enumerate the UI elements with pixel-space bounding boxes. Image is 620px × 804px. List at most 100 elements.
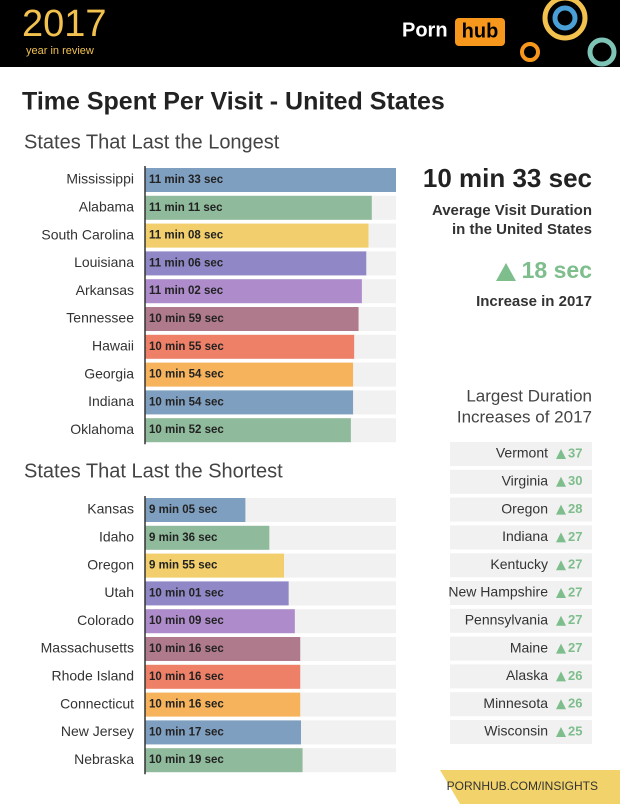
list-state: Oregon (501, 500, 548, 516)
bar (145, 748, 303, 773)
change: 18 sec (522, 257, 593, 283)
category-label: Colorado (77, 612, 134, 628)
category-label: Alabama (79, 199, 134, 215)
list-value: 27 (568, 640, 582, 655)
category-label: Mississippi (66, 171, 134, 187)
headline: 10 min 33 sec (423, 163, 592, 193)
up-arrow (556, 615, 566, 626)
value-label: 10 min 16 sec (149, 671, 224, 683)
tagline: year in review (26, 45, 94, 57)
value-label: 9 min 36 sec (149, 532, 218, 544)
list-state: Indiana (502, 528, 548, 544)
list-row (450, 497, 592, 522)
category-label: Idaho (99, 529, 134, 545)
list-state: Alaska (506, 667, 548, 683)
list-value: 27 (568, 557, 582, 572)
up-arrow (556, 671, 566, 682)
bar (145, 418, 351, 443)
list-title: Increases of 2017 (457, 407, 592, 426)
category-label: South Carolina (41, 226, 134, 242)
category-label: Georgia (84, 365, 134, 381)
up-arrow (556, 699, 566, 710)
up-arrow (556, 504, 566, 515)
list-state: New Hampshire (448, 584, 548, 600)
list-state: Maine (510, 639, 548, 655)
list-value: 27 (568, 612, 582, 627)
chart-title: States That Last the Shortest (24, 460, 283, 482)
bar (145, 664, 301, 689)
page-title: Time Spent Per Visit - United States (22, 88, 445, 116)
up-arrow (556, 588, 566, 598)
list-row (450, 553, 592, 578)
value-label: 10 min 16 sec (149, 643, 224, 655)
category-label: Louisiana (74, 254, 134, 270)
bar (145, 581, 289, 606)
list-state: Vermont (496, 445, 548, 461)
value-label: 11 min 11 sec (149, 202, 223, 214)
value-label: 10 min 54 sec (149, 396, 224, 408)
bar (145, 390, 354, 415)
list-row (450, 525, 592, 550)
category-label: Arkansas (76, 282, 134, 298)
list-row (450, 469, 592, 494)
value-label: 10 min 01 sec (149, 587, 224, 599)
bar (145, 279, 362, 304)
bar (145, 334, 355, 359)
bar (145, 223, 369, 248)
up-arrow (556, 727, 566, 737)
value-label: 10 min 59 sec (149, 313, 224, 325)
category-label: Connecticut (60, 695, 134, 711)
bar (145, 498, 246, 522)
category-label: Tennessee (66, 310, 134, 326)
value-label: 10 min 19 sec (149, 754, 224, 766)
bar (145, 692, 301, 717)
up-arrow (496, 263, 516, 281)
value-label: 11 min 06 sec (149, 257, 224, 269)
value-label: 11 min 33 sec (149, 174, 224, 186)
value-label: 10 min 55 sec (149, 341, 224, 353)
list-value: 27 (568, 584, 582, 599)
year: 2017 (22, 3, 107, 45)
list-row (450, 720, 592, 744)
list-state: Pennsylvania (465, 612, 548, 628)
bar (145, 609, 295, 634)
up-arrow (556, 476, 566, 487)
up-arrow (556, 449, 566, 459)
header-bar (0, 0, 620, 67)
logo-left: Porn (402, 19, 448, 41)
decor (520, 0, 617, 67)
bar (145, 720, 302, 745)
category-label: New Jersey (61, 723, 134, 739)
value-label: 9 min 55 sec (149, 560, 218, 572)
value-label: 10 min 17 sec (149, 726, 224, 738)
bar (145, 525, 270, 550)
caption: Average Visit Duration (432, 202, 592, 219)
list-state: Wisconsin (484, 723, 548, 739)
bar (145, 362, 354, 387)
list-state: Minnesota (483, 695, 548, 711)
value-label: 9 min 05 sec (149, 504, 218, 516)
list-value: 27 (568, 529, 582, 544)
list-value: 26 (568, 696, 582, 711)
bar (145, 307, 359, 331)
value-label: 10 min 16 sec (149, 699, 224, 711)
chart-title: States That Last the Longest (24, 131, 280, 153)
list-row (450, 664, 592, 689)
category-label: Massachusetts (41, 640, 134, 656)
category-label: Indiana (88, 393, 134, 409)
category-label: Hawaii (92, 338, 134, 354)
list-title: Largest Duration (466, 386, 592, 405)
category-label: Rhode Island (51, 668, 134, 684)
logo-box (455, 18, 505, 46)
list-row (450, 692, 592, 717)
category-label: Oregon (87, 556, 134, 572)
value-label: 11 min 08 sec (149, 230, 224, 242)
footer-band (440, 770, 620, 804)
list-value: 25 (568, 723, 582, 738)
bar (145, 168, 396, 192)
footer: PORNHUB.COM/INSIGHTS (447, 779, 598, 793)
up-arrow (556, 532, 566, 543)
list-row (450, 442, 592, 466)
bar (145, 251, 367, 276)
